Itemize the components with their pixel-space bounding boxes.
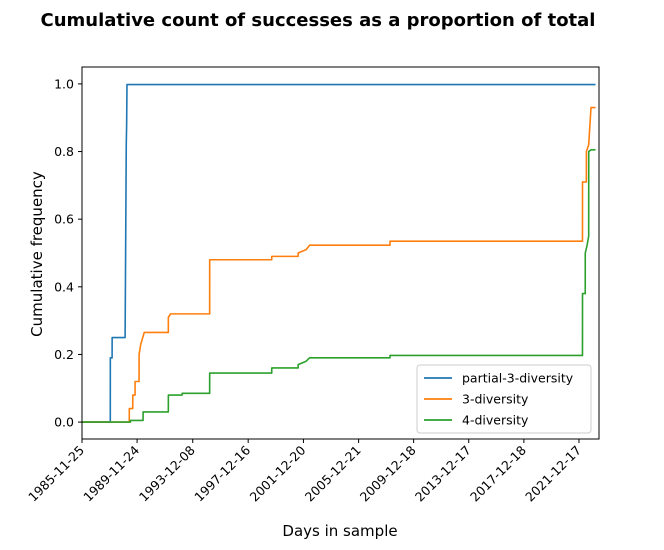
y-tick-label: 0.8 bbox=[54, 144, 74, 159]
legend-label: 3-diversity bbox=[462, 392, 529, 407]
plot-area bbox=[81, 66, 600, 440]
y-axis: 0.0 0.2 0.4 0.6 0.8 1.0 bbox=[54, 76, 82, 430]
series-line-3-diversity bbox=[82, 106, 596, 423]
y-tick-label: 0.0 bbox=[54, 415, 74, 430]
series-layer bbox=[82, 83, 596, 423]
x-tick-label: 2021-12-17 bbox=[522, 443, 584, 505]
y-tick-label: 0.4 bbox=[54, 279, 74, 294]
x-tick-label: 2013-12-17 bbox=[412, 443, 474, 505]
x-tick-label: 2005-12-21 bbox=[302, 443, 364, 505]
x-tick-label: 2009-12-18 bbox=[357, 442, 419, 504]
legend-box bbox=[416, 364, 592, 434]
x-tick-label: 1993-12-08 bbox=[136, 442, 198, 504]
legend: partial-3-diversity 3-diversity 4-diversit… bbox=[416, 364, 592, 434]
x-tick-label: 1989-11-24 bbox=[80, 442, 142, 504]
y-axis-label: Cumulative frequency bbox=[28, 171, 46, 337]
x-axis: 1985-11-251989-11-241993-12-081997-12-16… bbox=[25, 439, 584, 504]
y-tick-label: 0.2 bbox=[54, 347, 74, 362]
series-line-4-diversity bbox=[82, 149, 596, 423]
x-tick-label: 2017-12-18 bbox=[467, 442, 529, 504]
chart-title: Cumulative count of successes as a propo… bbox=[41, 10, 596, 31]
legend-label: partial-3-diversity bbox=[462, 371, 574, 386]
y-tick-label: 1.0 bbox=[54, 76, 74, 91]
x-tick-label: 2001-12-20 bbox=[247, 442, 309, 504]
y-tick-label: 0.6 bbox=[54, 212, 74, 227]
plot-frame bbox=[81, 66, 600, 440]
x-tick-label: 1985-11-25 bbox=[25, 443, 87, 505]
x-tick-label: 1997-12-16 bbox=[191, 442, 253, 504]
series-line-partial-3-diversity bbox=[82, 83, 596, 423]
legend-label: 4-diversity bbox=[462, 413, 529, 428]
x-axis-label: Days in sample bbox=[282, 522, 397, 540]
